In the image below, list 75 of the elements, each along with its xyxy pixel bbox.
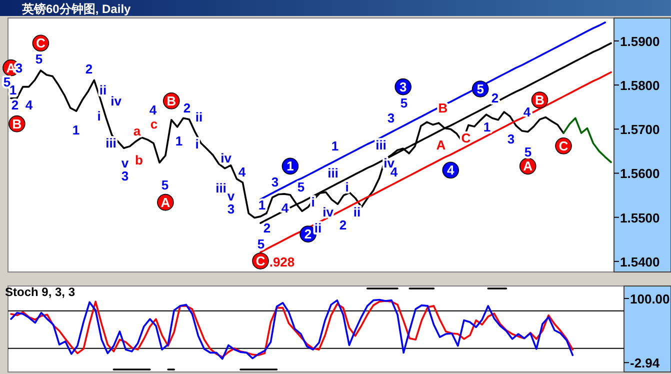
annotation: 2 [85, 62, 93, 76]
annotation: 1 [331, 138, 339, 154]
annotation: c [150, 116, 158, 132]
annotation: 4 [25, 98, 34, 112]
annotation: 3 [399, 79, 407, 94]
annotation: 2 [263, 220, 271, 236]
annotation: ii [195, 110, 203, 124]
annotation: 4 [149, 102, 158, 118]
y-tick-label: 1.5800 [620, 78, 660, 94]
annotation: C [558, 138, 569, 154]
line-series [260, 22, 606, 200]
annotation: 2 [491, 90, 499, 106]
annotation: 3 [271, 174, 279, 190]
annotation: 3 [387, 110, 395, 126]
annotation: A [6, 60, 16, 76]
annotation: 5 [297, 180, 305, 194]
annotation: 1 [9, 82, 17, 98]
annotation: i [195, 136, 199, 152]
annotation: 2 [339, 218, 347, 232]
y-tick-label: 100.00 [630, 291, 670, 306]
annotation: 1 [175, 134, 183, 148]
annotation: 5 [35, 52, 43, 66]
annotation: ii [353, 204, 361, 220]
annotation: iii [376, 138, 386, 152]
annotation: C [36, 36, 46, 51]
annotation: 1 [286, 158, 294, 174]
annotation: a [133, 124, 142, 138]
annotation: 1 [483, 120, 491, 134]
annotation: B [166, 93, 176, 108]
annotation: iv [220, 150, 232, 166]
annotation: 4 [238, 164, 246, 180]
annotation: 3 [227, 202, 235, 216]
annotation: .928 [269, 254, 295, 270]
annotation: iv [322, 204, 334, 220]
annotation: i [97, 108, 101, 124]
annotation: 5 [524, 144, 532, 160]
annotation: iii [106, 136, 116, 150]
y-tick-label: -2.94 [630, 356, 660, 371]
annotation: 1 [72, 122, 80, 138]
annotation: 3 [507, 132, 515, 146]
chart-title: 英镑60分钟图, Daily [21, 2, 132, 16]
annotation: 4 [447, 162, 455, 178]
annotation: 2 [183, 100, 191, 116]
annotation: 1 [258, 198, 266, 212]
annotation: B [535, 92, 544, 108]
annotation: C [256, 253, 266, 268]
annotation: 2 [304, 226, 312, 242]
annotation: A [436, 138, 446, 152]
annotation: ii [99, 82, 107, 98]
annotation: 5 [3, 74, 11, 90]
y-tick-label: 1.5900 [620, 34, 660, 49]
chart-title: Stoch 9, 3, 3 [5, 285, 76, 299]
annotation: 5 [257, 236, 265, 252]
annotation: b [135, 152, 144, 168]
annotation: iv [110, 94, 122, 108]
annotation: 3 [121, 168, 129, 184]
annotation: v [121, 156, 130, 170]
annotation: i [311, 194, 315, 210]
annotation: v [227, 188, 236, 204]
annotation: i [345, 180, 349, 194]
annotation: 2 [11, 98, 19, 112]
annotation: A [523, 158, 534, 174]
annotation: 5 [161, 178, 169, 192]
y-tick-label: 1.5400 [620, 254, 660, 270]
annotation: iii [328, 166, 338, 180]
annotation: 5 [400, 96, 408, 110]
annotation: ii [314, 220, 322, 236]
annotation: iii [216, 180, 226, 196]
y-tick-label: 1.5600 [620, 166, 660, 182]
y-tick-label: 1.5700 [620, 122, 660, 138]
annotation: B [12, 116, 22, 132]
annotation: A [160, 194, 171, 210]
y-tick-label: 1.5500 [620, 210, 660, 226]
annotation: 3 [15, 60, 23, 76]
annotation: 5 [476, 81, 484, 96]
